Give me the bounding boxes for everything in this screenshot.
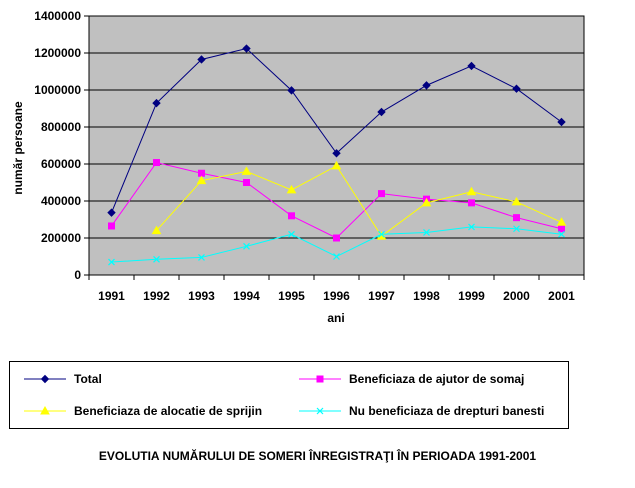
legend-item-ajutor-somaj: Beneficiaza de ajutor de somaj [297, 370, 524, 388]
chart-title: EVOLUTIA NUMĂRULUI DE SOMERI ÎNREGISTRAŢ… [98, 449, 537, 463]
data-point [152, 98, 161, 108]
data-point [153, 159, 160, 167]
y-tick-label: 600000 [41, 157, 81, 171]
chart-legend: Total Beneficiaza de ajutor de somaj Ben… [9, 361, 569, 429]
legend-key-fara-drepturi [299, 407, 341, 415]
data-point [557, 117, 566, 127]
y-tick-label: 1400000 [34, 9, 81, 23]
legend-key-ajutor-somaj [299, 375, 341, 383]
x-axis-ticks: 1991 1992 1993 1994 1995 1996 1997 1998 1999 2000… [88, 275, 585, 303]
legend-marker [40, 405, 50, 415]
data-point [108, 258, 115, 266]
legend-marker [316, 375, 324, 383]
data-point [243, 179, 250, 186]
y-tick-label: 200000 [41, 231, 81, 245]
data-point [287, 86, 296, 95]
x-tick-label: 2000 [503, 289, 530, 303]
series-2 [108, 159, 565, 242]
x-tick-label: 1997 [368, 289, 395, 303]
data-point [333, 253, 340, 260]
data-point [288, 230, 295, 238]
data-point [243, 242, 250, 250]
x-tick-label: 1999 [458, 289, 485, 303]
legend-item-fara-drepturi: Nu beneficiaza de drepturi banesti [297, 402, 544, 420]
data-point [513, 225, 520, 233]
x-axis-title: ani [327, 311, 344, 325]
data-point [197, 55, 206, 64]
data-point [511, 196, 522, 206]
legend-label-total: Total [74, 372, 102, 386]
data-point [288, 212, 295, 220]
legend-key-alocatie-sprijin [24, 405, 66, 415]
y-axis-title: număr persoane [11, 101, 25, 195]
data-point [422, 81, 431, 90]
data-point [558, 230, 565, 238]
data-point [331, 160, 342, 170]
data-point [108, 222, 115, 230]
legend-label-ajutor-somaj: Beneficiaza de ajutor de somaj [349, 372, 525, 386]
data-point [378, 230, 385, 238]
legend-item-total: Total [22, 370, 102, 388]
series-1 [107, 44, 566, 217]
data-point [468, 199, 475, 207]
data-point [468, 223, 475, 231]
y-axis-ticks: 0 200000 400000 600000 800000 1000000 1200000 1… [34, 9, 89, 282]
data-point [153, 255, 160, 263]
series-line [156, 165, 562, 237]
gridlines [89, 52, 584, 239]
data-point [198, 254, 205, 261]
data-point [242, 44, 251, 53]
x-tick-label: 1998 [413, 289, 440, 303]
x-tick-label: 1995 [278, 289, 305, 303]
legend-marker [40, 374, 50, 384]
data-point [558, 225, 565, 233]
legend-label-fara-drepturi: Nu beneficiaza de drepturi banesti [349, 404, 545, 418]
data-point [196, 175, 207, 185]
series-4 [108, 223, 565, 266]
data-point [512, 84, 521, 93]
data-point [151, 225, 162, 235]
data-point [421, 197, 432, 207]
data-point [286, 184, 297, 194]
legend-item-alocatie-sprijin: Beneficiaza de alocatie de sprijin [22, 402, 262, 420]
data-point [241, 166, 252, 175]
x-tick-label: 2001 [548, 289, 575, 303]
x-tick-label: 1994 [233, 289, 260, 303]
data-point [377, 107, 386, 117]
data-point [513, 214, 520, 222]
data-point [423, 229, 430, 236]
x-tick-label: 1992 [143, 289, 170, 303]
data-point [333, 234, 340, 242]
x-tick-label: 1993 [188, 289, 215, 303]
data-point [378, 190, 385, 198]
data-point [332, 149, 341, 158]
x-tick-label: 1996 [323, 289, 350, 303]
y-tick-label: 1200000 [34, 46, 81, 60]
y-tick-label: 800000 [41, 120, 81, 134]
series-3 [151, 160, 567, 240]
y-tick-label: 0 [74, 268, 81, 282]
data-point [466, 186, 477, 196]
legend-key-total [24, 374, 66, 384]
legend-label-alocatie-sprijin: Beneficiaza de alocatie de sprijin [74, 404, 263, 418]
line-chart: 0 200000 400000 600000 800000 1000000 1200000 1… [11, 9, 585, 325]
y-tick-label: 400000 [41, 194, 81, 208]
legend-marker [316, 407, 324, 415]
data-point [198, 169, 205, 177]
data-point [467, 61, 476, 71]
x-tick-label: 1991 [98, 289, 125, 303]
data-point [556, 217, 567, 226]
plot-area [88, 15, 585, 276]
data-point [107, 208, 116, 217]
y-tick-label: 1000000 [34, 83, 81, 97]
series-lines [107, 44, 567, 266]
